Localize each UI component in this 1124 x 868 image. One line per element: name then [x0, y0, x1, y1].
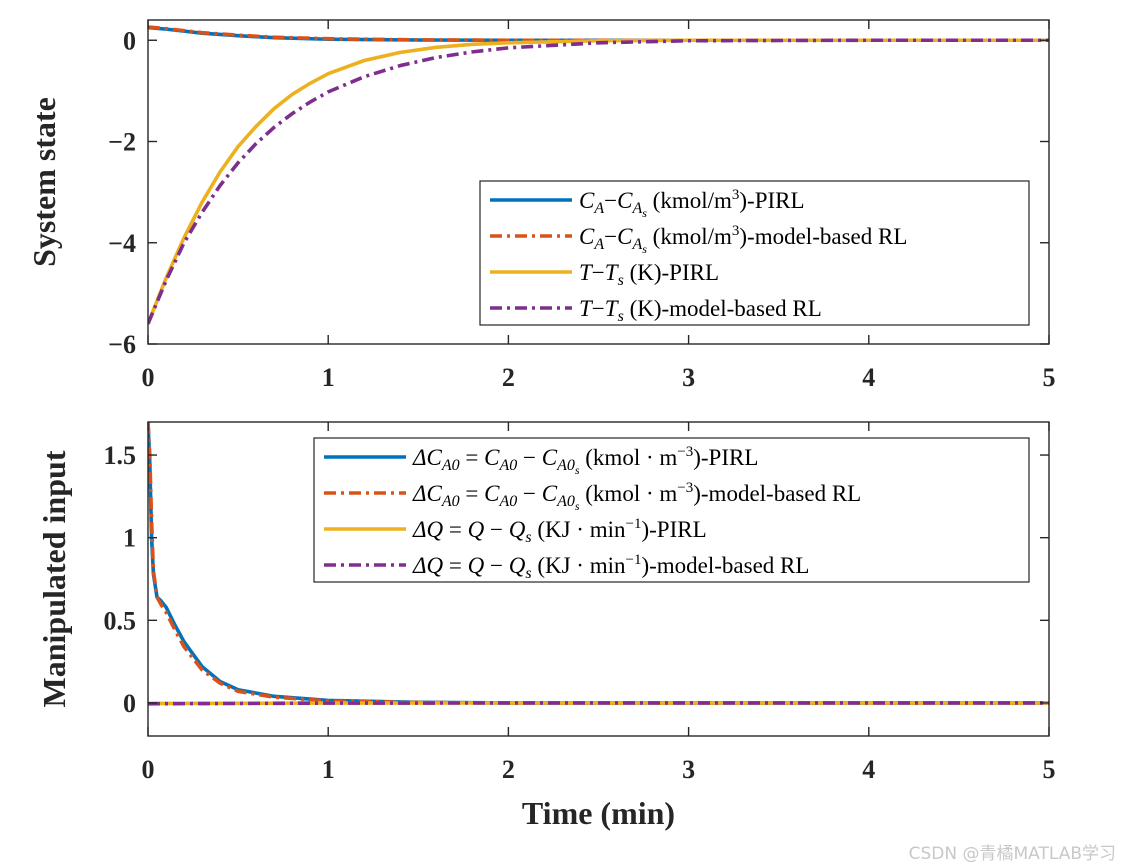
legend-entry: CA−CAs (kmol/m3)-PIRL [579, 187, 805, 220]
y-tick-label: 1.5 [104, 441, 137, 470]
y-tick-label: 0 [123, 26, 136, 55]
legend-entry: CA−CAs (kmol/m3)-model-based RL [579, 223, 907, 256]
y-tick-label: 0.5 [104, 606, 137, 635]
series-line-4 [148, 701, 1049, 706]
x-tick-label: 5 [1043, 363, 1056, 392]
x-tick-label: 4 [862, 755, 875, 784]
y-axis-label: Manipulated input [36, 450, 72, 707]
legend-entry: ΔQ = Q − Qs (KJ · min−1)-PIRL [412, 516, 707, 546]
legend-box [313, 437, 1030, 583]
x-tick-label: 0 [142, 363, 155, 392]
x-tick-label: 0 [142, 755, 155, 784]
axes-frame [147, 19, 1050, 345]
y-tick-label: −4 [108, 229, 136, 258]
legend: ΔCA0 = CA0 − CA0s (kmol · m−3)-PIRLΔCA0 … [313, 437, 1030, 583]
x-tick-label: 5 [1043, 755, 1056, 784]
watermark: CSDN @青橘MATLAB学习 [908, 844, 1116, 864]
x-axis-label: Time (min) [522, 795, 675, 831]
y-tick-label: −6 [108, 330, 136, 359]
x-tick-label: 4 [862, 363, 875, 392]
y-tick-label: 1 [123, 524, 136, 553]
legend-box [479, 180, 1030, 326]
series-line-4 [148, 38, 1049, 325]
legend-entry: ΔCA0 = CA0 − CA0s (kmol · m−3)-PIRL [412, 444, 758, 477]
y-tick-label: −2 [108, 128, 136, 157]
legend-entry: T−Ts (K)-model-based RL [579, 296, 822, 325]
legend-entry: T−Ts (K)-PIRL [579, 260, 719, 289]
y-tick-label: 0 [123, 689, 136, 718]
x-tick-label: 3 [682, 363, 695, 392]
x-tick-label: 2 [502, 755, 515, 784]
x-tick-label: 2 [502, 363, 515, 392]
x-tick-label: 3 [682, 755, 695, 784]
legend-entry: ΔQ = Q − Qs (KJ · min−1)-model-based RL [412, 552, 809, 582]
x-tick-label: 1 [322, 363, 335, 392]
y-axis-label: System state [26, 97, 62, 267]
plot-system-state: 0 1 2 3 4 5 0 −2 −4 −6 System state CA−CAs (kmol/m3… [26, 19, 1056, 392]
axes-frame [147, 421, 1050, 737]
series-line-3 [148, 38, 1049, 325]
legend-entry: ΔCA0 = CA0 − CA0s (kmol · m−3)-model-bas… [412, 480, 861, 513]
series-line-2 [148, 422, 1049, 705]
plot-manipulated-input: 0 1 2 3 4 5 0 0.5 1 1.5 Manipulated input Time (min… [36, 421, 1056, 831]
series-line-2 [148, 25, 1049, 43]
x-tick-label: 1 [322, 755, 335, 784]
